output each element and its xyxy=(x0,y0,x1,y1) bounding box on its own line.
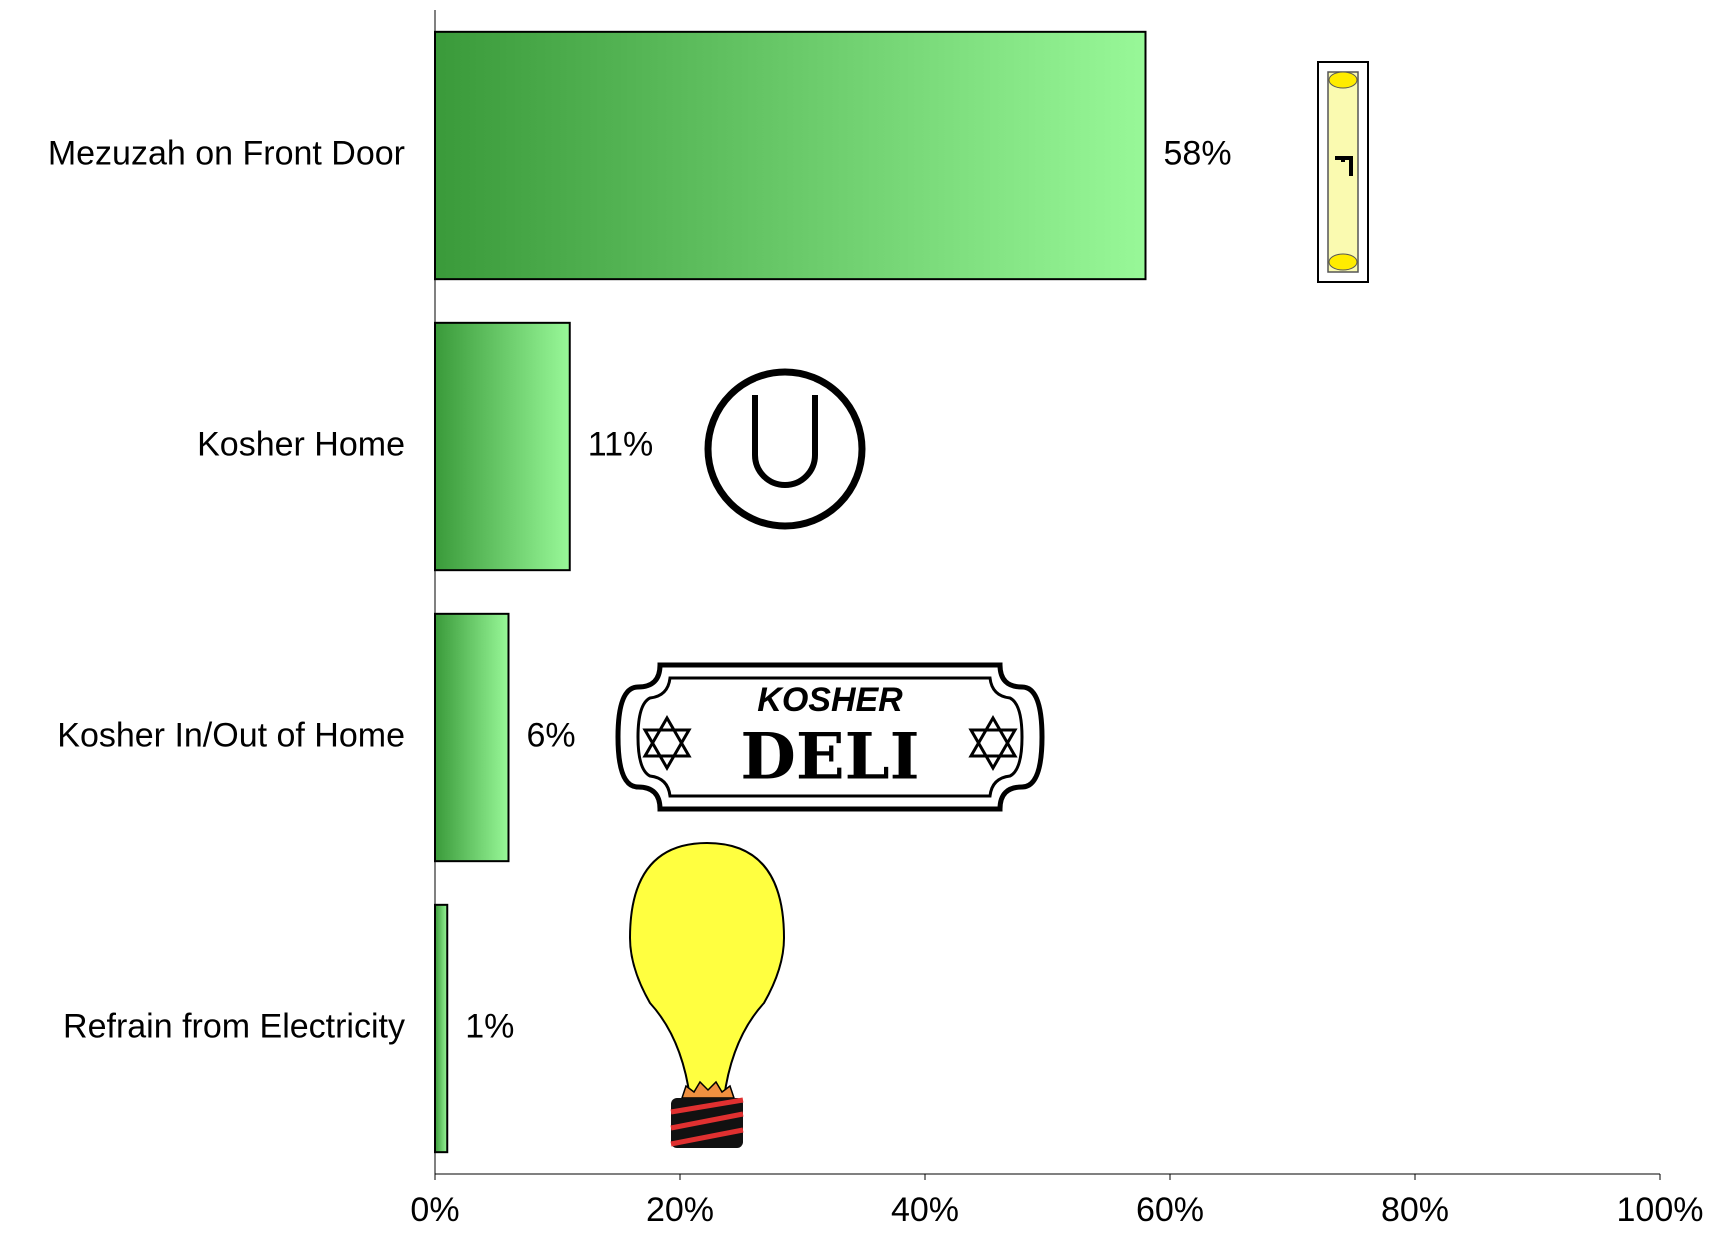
x-tick-label: 40% xyxy=(891,1191,959,1229)
ou-icon xyxy=(704,368,866,530)
annotation: KOSHER xyxy=(757,681,903,719)
bar xyxy=(434,612,510,863)
x-tick-label: 0% xyxy=(410,1191,459,1229)
deli-sign: KOSHER DELI xyxy=(615,662,1045,812)
x-tick-label: 100% xyxy=(1617,1191,1704,1229)
y-tick-label: Kosher In/Out of Home xyxy=(57,716,405,754)
value-label: 58% xyxy=(1164,134,1232,172)
bar xyxy=(434,321,571,572)
y-tick-label: Refrain from Electricity xyxy=(63,1007,405,1045)
x-tick-label: 60% xyxy=(1136,1191,1204,1229)
bar xyxy=(434,30,1147,281)
value-label: 1% xyxy=(465,1007,514,1045)
annotation: DELI xyxy=(740,720,919,795)
bar xyxy=(434,903,449,1154)
mezuzah-icon xyxy=(1317,61,1369,283)
x-tick-label: 20% xyxy=(646,1191,714,1229)
x-tick-label: 80% xyxy=(1381,1191,1449,1229)
value-label: 6% xyxy=(527,716,576,754)
bulb-icon xyxy=(628,841,786,1148)
value-label: 11% xyxy=(588,425,654,463)
y-tick-label: Kosher Home xyxy=(197,425,405,463)
y-tick-label: Mezuzah on Front Door xyxy=(48,134,405,172)
